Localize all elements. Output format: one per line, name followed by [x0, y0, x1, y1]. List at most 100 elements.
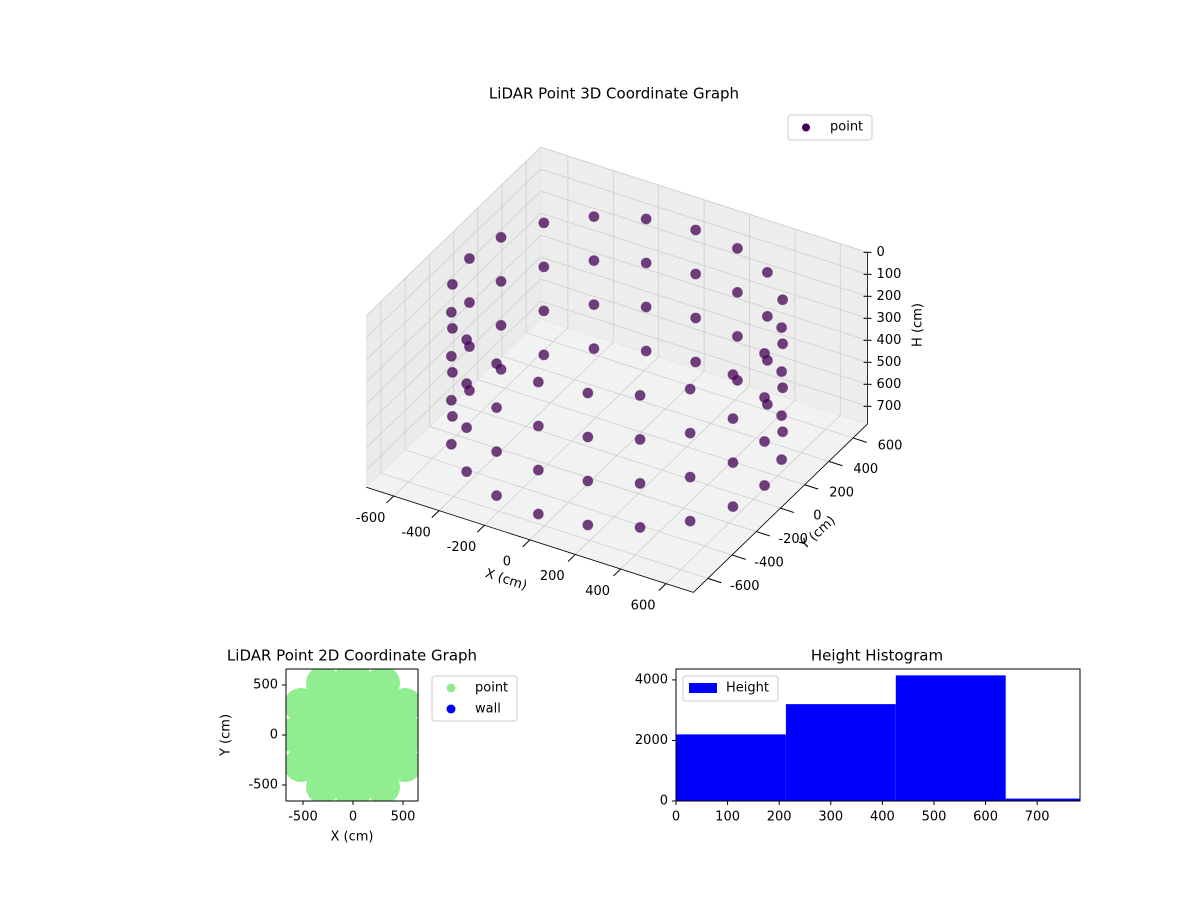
point	[640, 213, 652, 225]
point	[640, 301, 652, 313]
point	[463, 297, 475, 309]
point	[582, 431, 594, 443]
point	[761, 266, 773, 278]
y-tick-label: -400	[754, 555, 784, 570]
point	[759, 435, 771, 447]
point	[463, 253, 475, 265]
grid-line	[540, 212, 868, 319]
point	[759, 479, 771, 491]
point	[761, 310, 773, 322]
y-tick-label: 0	[813, 509, 821, 524]
z-tick-label: 400	[877, 333, 902, 348]
z-tick-label: 200	[877, 289, 902, 304]
grid-line	[501, 355, 829, 462]
grid-line	[540, 256, 868, 363]
point	[461, 466, 473, 478]
x-axis-label: X (cm)	[331, 830, 374, 845]
bars	[676, 675, 1080, 801]
legend-box	[787, 114, 873, 141]
legend-box	[431, 675, 518, 722]
point	[588, 211, 600, 223]
y-tick-label: 0	[270, 728, 278, 743]
point	[495, 231, 507, 243]
point	[640, 257, 652, 269]
point	[690, 356, 702, 368]
y-tick-label: -500	[248, 778, 278, 793]
point	[640, 345, 652, 357]
grid-line	[366, 278, 541, 448]
point	[759, 391, 771, 403]
point	[445, 350, 457, 362]
point	[538, 349, 550, 361]
y-tick-label: 200	[829, 485, 854, 500]
legend-label: point	[830, 120, 863, 135]
grid-line	[405, 449, 733, 556]
x-tick-label: 300	[818, 810, 843, 825]
legend-marker	[446, 704, 456, 714]
axis-line	[693, 423, 868, 593]
point	[684, 427, 696, 439]
x-axis-label: X (cm)	[483, 566, 529, 594]
y-tick-label: 2000	[635, 733, 668, 748]
point	[445, 394, 457, 406]
point	[532, 376, 544, 388]
grid-line	[429, 426, 757, 532]
point	[491, 446, 503, 458]
x-tick-label: -500	[288, 810, 318, 825]
point	[777, 338, 789, 350]
x-tick-label: 700	[1025, 810, 1050, 825]
x-tick	[386, 495, 395, 504]
y-tick	[756, 531, 771, 537]
point	[461, 422, 473, 434]
legend-label: wall	[475, 702, 501, 717]
x-tick-label: 0	[349, 810, 357, 825]
x-tick	[658, 583, 667, 592]
y-tick-label: 0	[660, 794, 668, 809]
points	[445, 211, 789, 533]
y-tick	[852, 437, 867, 443]
point	[634, 433, 646, 445]
point	[776, 366, 788, 378]
point	[690, 268, 702, 280]
z-tick-label: 300	[877, 311, 902, 326]
point	[336, 718, 370, 752]
x-tick-label: 200	[540, 569, 565, 584]
plot-frame	[675, 668, 1081, 802]
point	[532, 464, 544, 476]
point	[777, 426, 789, 438]
point	[495, 319, 507, 331]
y-tick-label: 400	[853, 462, 878, 477]
x-tick-label: 0	[503, 555, 511, 570]
x-tick-label: 600	[631, 598, 656, 613]
x-tick-label: 500	[391, 810, 416, 825]
point	[491, 358, 503, 370]
grid-line	[366, 234, 541, 404]
point	[634, 477, 646, 489]
point	[727, 457, 739, 469]
grid-line	[453, 402, 781, 509]
point	[731, 330, 743, 342]
legend-marker	[446, 683, 456, 693]
bar	[785, 704, 896, 801]
chart-title: Height Histogram	[811, 647, 943, 665]
legend-label: point	[475, 681, 508, 696]
point	[582, 475, 594, 487]
point	[446, 366, 458, 378]
point	[634, 521, 646, 533]
point	[491, 490, 503, 502]
point	[731, 286, 743, 298]
x-tick-label: -400	[401, 525, 431, 540]
grid-line	[366, 168, 541, 338]
point	[684, 383, 696, 395]
x-tick-label: 600	[973, 810, 998, 825]
point	[776, 410, 788, 422]
point	[684, 515, 696, 527]
point	[538, 217, 550, 229]
y-tick	[707, 577, 722, 584]
y-tick	[780, 507, 795, 514]
point	[446, 410, 458, 422]
x-tick	[431, 510, 440, 519]
grid-line	[540, 190, 868, 297]
point	[582, 387, 594, 399]
point	[690, 312, 702, 324]
